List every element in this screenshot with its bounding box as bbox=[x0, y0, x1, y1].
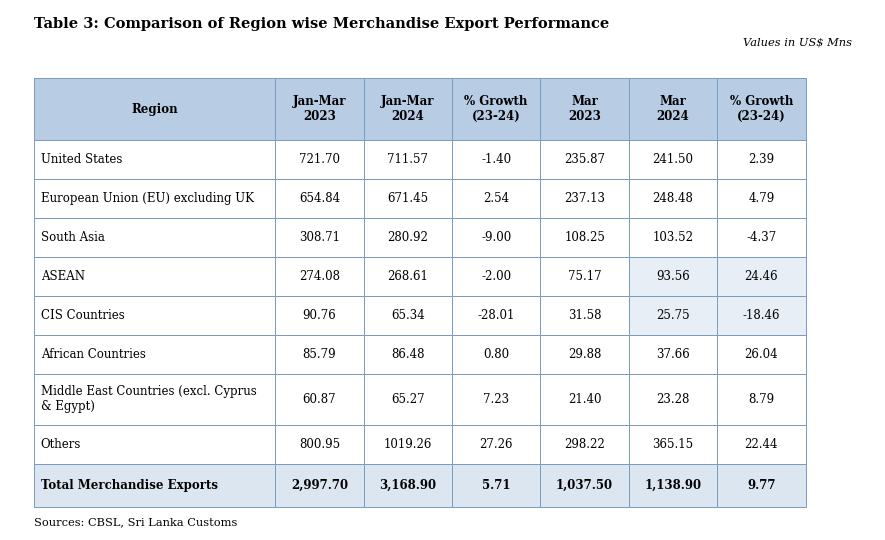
Text: 93.56: 93.56 bbox=[656, 270, 689, 283]
Text: -1.40: -1.40 bbox=[481, 153, 512, 166]
Text: 21.40: 21.40 bbox=[568, 393, 601, 406]
Text: Others: Others bbox=[41, 438, 81, 451]
Text: 4.79: 4.79 bbox=[748, 192, 774, 205]
Text: 2,997.70: 2,997.70 bbox=[291, 479, 348, 492]
Text: 31.58: 31.58 bbox=[568, 309, 601, 322]
Text: Sources: CBSL, Sri Lanka Customs: Sources: CBSL, Sri Lanka Customs bbox=[34, 517, 237, 527]
Text: % Growth
(23-24): % Growth (23-24) bbox=[465, 96, 527, 123]
Text: -28.01: -28.01 bbox=[478, 309, 515, 322]
Text: -9.00: -9.00 bbox=[481, 231, 512, 244]
Text: 108.25: 108.25 bbox=[564, 231, 605, 244]
Text: 29.88: 29.88 bbox=[568, 348, 601, 361]
Text: 280.92: 280.92 bbox=[388, 231, 428, 244]
Text: 0.80: 0.80 bbox=[483, 348, 509, 361]
Text: 5.71: 5.71 bbox=[482, 479, 511, 492]
Text: 308.71: 308.71 bbox=[299, 231, 340, 244]
Text: 241.50: 241.50 bbox=[652, 153, 694, 166]
Text: Jan-Mar
2024: Jan-Mar 2024 bbox=[381, 96, 435, 123]
Text: 2.39: 2.39 bbox=[749, 153, 774, 166]
Text: 8.79: 8.79 bbox=[749, 393, 774, 406]
Text: 237.13: 237.13 bbox=[564, 192, 605, 205]
Text: -2.00: -2.00 bbox=[481, 270, 512, 283]
Text: 60.87: 60.87 bbox=[303, 393, 336, 406]
Text: 1,037.50: 1,037.50 bbox=[556, 479, 613, 492]
Text: Middle East Countries (excl. Cyprus
& Egypt): Middle East Countries (excl. Cyprus & Eg… bbox=[41, 386, 257, 413]
Text: -4.37: -4.37 bbox=[746, 231, 776, 244]
Text: % Growth
(23-24): % Growth (23-24) bbox=[730, 96, 793, 123]
Text: 1019.26: 1019.26 bbox=[383, 438, 432, 451]
Text: 800.95: 800.95 bbox=[299, 438, 340, 451]
Text: 274.08: 274.08 bbox=[299, 270, 340, 283]
Text: 24.46: 24.46 bbox=[744, 270, 778, 283]
Text: 2.54: 2.54 bbox=[483, 192, 509, 205]
Text: European Union (EU) excluding UK: European Union (EU) excluding UK bbox=[41, 192, 254, 205]
Text: 365.15: 365.15 bbox=[652, 438, 694, 451]
Text: 268.61: 268.61 bbox=[388, 270, 428, 283]
Text: South Asia: South Asia bbox=[41, 231, 104, 244]
Text: 721.70: 721.70 bbox=[299, 153, 340, 166]
Text: 671.45: 671.45 bbox=[387, 192, 428, 205]
Text: 248.48: 248.48 bbox=[652, 192, 694, 205]
Text: Region: Region bbox=[131, 103, 178, 116]
Text: 7.23: 7.23 bbox=[483, 393, 509, 406]
Text: 9.77: 9.77 bbox=[747, 479, 775, 492]
Text: CIS Countries: CIS Countries bbox=[41, 309, 125, 322]
Text: -18.46: -18.46 bbox=[743, 309, 781, 322]
Text: African Countries: African Countries bbox=[41, 348, 146, 361]
Text: Table 3: Comparison of Region wise Merchandise Export Performance: Table 3: Comparison of Region wise Merch… bbox=[34, 17, 609, 31]
Text: Values in US$ Mns: Values in US$ Mns bbox=[743, 38, 852, 48]
Text: 298.22: 298.22 bbox=[565, 438, 605, 451]
Text: 711.57: 711.57 bbox=[388, 153, 428, 166]
Text: 90.76: 90.76 bbox=[303, 309, 336, 322]
Text: 65.27: 65.27 bbox=[391, 393, 425, 406]
Text: 103.52: 103.52 bbox=[652, 231, 694, 244]
Text: 86.48: 86.48 bbox=[391, 348, 425, 361]
Text: 75.17: 75.17 bbox=[568, 270, 602, 283]
Text: Total Merchandise Exports: Total Merchandise Exports bbox=[41, 479, 218, 492]
Text: 23.28: 23.28 bbox=[657, 393, 689, 406]
Text: 26.04: 26.04 bbox=[744, 348, 778, 361]
Text: Mar
2023: Mar 2023 bbox=[568, 96, 601, 123]
Text: 27.26: 27.26 bbox=[480, 438, 513, 451]
Text: Mar
2024: Mar 2024 bbox=[657, 96, 689, 123]
Text: Jan-Mar
2023: Jan-Mar 2023 bbox=[293, 96, 346, 123]
Text: United States: United States bbox=[41, 153, 122, 166]
Text: 3,168.90: 3,168.90 bbox=[379, 479, 436, 492]
Text: ASEAN: ASEAN bbox=[41, 270, 85, 283]
Text: 654.84: 654.84 bbox=[299, 192, 340, 205]
Text: 235.87: 235.87 bbox=[564, 153, 605, 166]
Text: 1,138.90: 1,138.90 bbox=[644, 479, 702, 492]
Text: 25.75: 25.75 bbox=[656, 309, 689, 322]
Text: 22.44: 22.44 bbox=[744, 438, 778, 451]
Text: 37.66: 37.66 bbox=[656, 348, 689, 361]
Text: 85.79: 85.79 bbox=[303, 348, 336, 361]
Text: 65.34: 65.34 bbox=[391, 309, 425, 322]
